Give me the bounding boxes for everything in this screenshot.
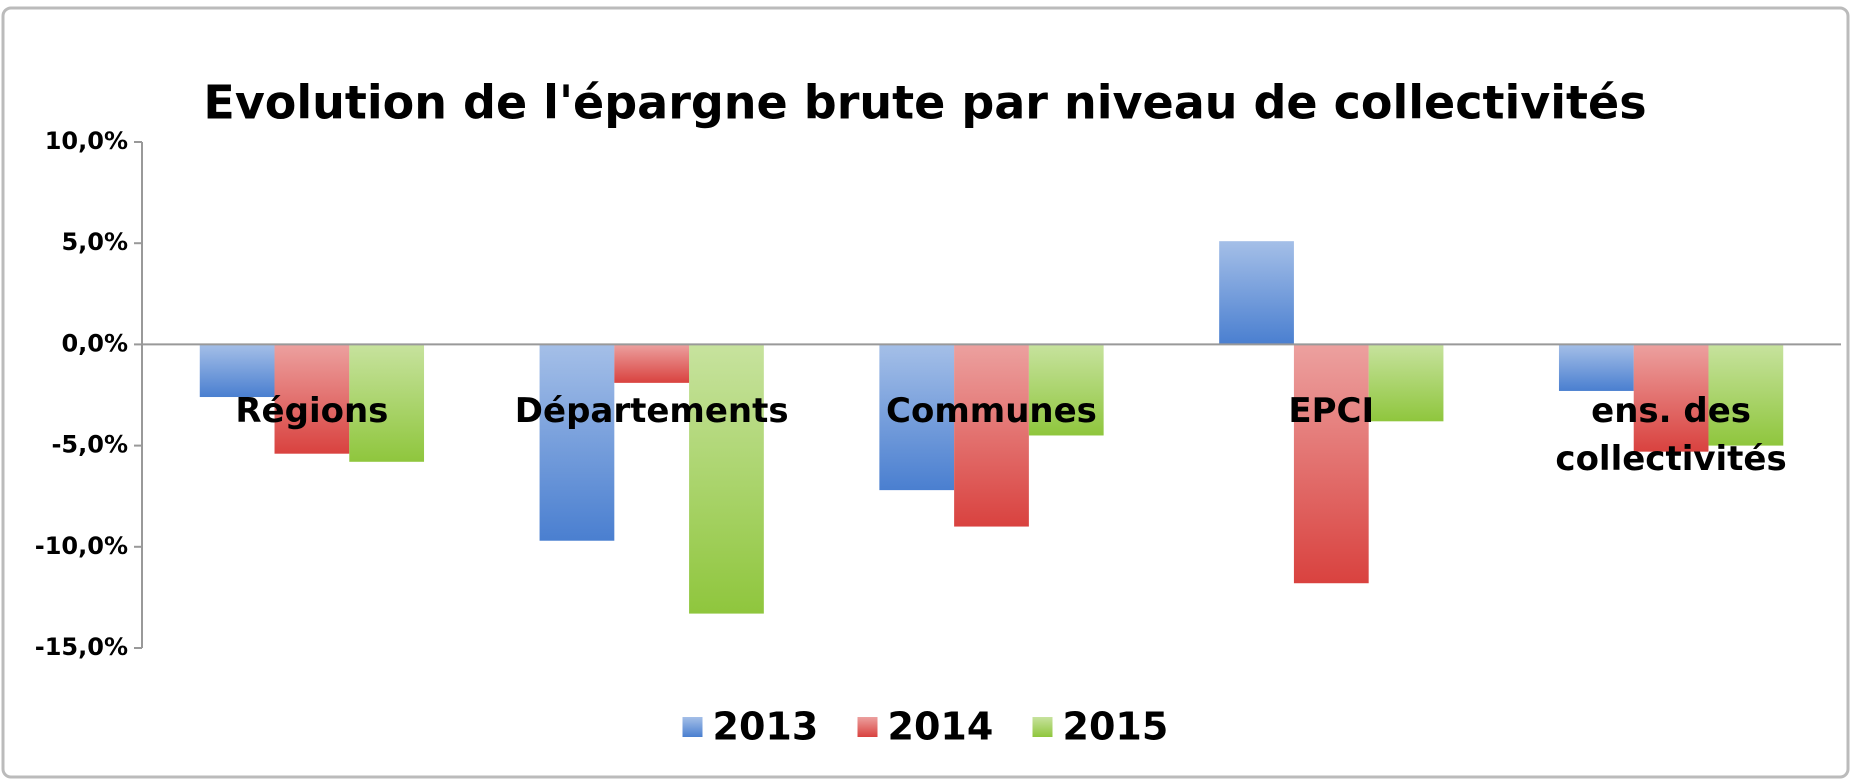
y-tick-label: 0,0% xyxy=(61,329,128,357)
bar xyxy=(1219,241,1294,345)
y-tick-label: -15,0% xyxy=(35,633,128,661)
x-tick-label: Régions xyxy=(235,391,389,431)
bar xyxy=(199,344,275,398)
legend-label: 2015 xyxy=(1063,705,1169,749)
bar xyxy=(274,344,350,454)
x-tick-label: Communes xyxy=(886,391,1097,431)
y-tick-label: -10,0% xyxy=(35,532,128,560)
legend-swatch xyxy=(1032,717,1053,737)
x-tick-label: ens. des collectivités xyxy=(1555,391,1787,479)
chart-title: Evolution de l'épargne brute par niveau … xyxy=(203,76,1646,130)
bar xyxy=(539,344,615,541)
bar xyxy=(954,344,1029,527)
bar xyxy=(1368,344,1444,422)
bar xyxy=(349,344,425,462)
bar xyxy=(1708,344,1784,446)
y-tick-label: 10,0% xyxy=(45,127,128,155)
legend-label: 2014 xyxy=(888,705,994,749)
x-tick-label: Départements xyxy=(514,391,789,431)
bar xyxy=(1293,344,1369,584)
bar xyxy=(1633,344,1709,452)
bar xyxy=(1028,344,1104,436)
bar xyxy=(1558,344,1634,391)
x-tick-label: EPCI xyxy=(1288,391,1375,431)
bar xyxy=(614,344,690,383)
y-tick-label: -5,0% xyxy=(51,431,128,459)
legend-swatch xyxy=(857,717,878,737)
legend-swatch xyxy=(682,717,703,737)
legend-label: 2013 xyxy=(713,705,819,749)
bar xyxy=(689,344,764,614)
bar xyxy=(879,344,955,491)
y-tick-label: 5,0% xyxy=(61,228,128,256)
